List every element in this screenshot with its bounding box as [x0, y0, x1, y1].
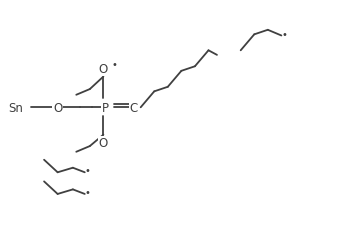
- Text: O: O: [53, 101, 62, 114]
- Text: •: •: [84, 188, 91, 197]
- Text: •: •: [281, 30, 287, 40]
- Text: C: C: [130, 101, 138, 114]
- Text: •: •: [84, 166, 91, 176]
- Text: O: O: [99, 63, 108, 76]
- Text: O: O: [99, 136, 108, 150]
- Text: P: P: [102, 101, 108, 114]
- Text: Sn: Sn: [8, 101, 23, 114]
- Text: •: •: [112, 60, 118, 70]
